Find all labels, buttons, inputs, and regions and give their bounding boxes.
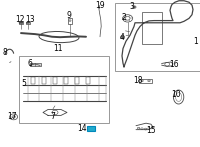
- Text: 12: 12: [15, 15, 24, 24]
- Text: 15: 15: [146, 126, 156, 135]
- Circle shape: [21, 22, 23, 24]
- Circle shape: [28, 22, 30, 23]
- Text: 9: 9: [67, 11, 71, 20]
- Text: 16: 16: [170, 60, 179, 69]
- Bar: [31, 77, 35, 84]
- Bar: [19, 22, 23, 24]
- Text: 13: 13: [25, 15, 34, 24]
- Text: 2: 2: [122, 13, 126, 22]
- Text: 8: 8: [2, 48, 7, 57]
- Bar: [64, 77, 68, 84]
- Bar: [53, 77, 57, 84]
- Circle shape: [26, 22, 28, 23]
- Bar: [30, 63, 41, 66]
- Text: 10: 10: [171, 90, 181, 99]
- Text: 7: 7: [51, 112, 55, 121]
- Bar: [139, 79, 152, 83]
- Bar: [42, 77, 46, 84]
- Text: 5: 5: [21, 78, 26, 88]
- Bar: [26, 22, 30, 24]
- Bar: [75, 77, 79, 84]
- Bar: [86, 77, 90, 84]
- Bar: [142, 12, 162, 44]
- Bar: [115, 3, 200, 71]
- Ellipse shape: [39, 31, 79, 43]
- Text: 1: 1: [193, 37, 198, 46]
- Text: 17: 17: [7, 112, 16, 121]
- Ellipse shape: [173, 90, 184, 104]
- Circle shape: [10, 114, 18, 120]
- Text: 6: 6: [27, 59, 32, 69]
- Bar: [68, 18, 72, 24]
- Circle shape: [19, 22, 21, 24]
- Text: 18: 18: [133, 76, 142, 85]
- Bar: [19, 56, 109, 123]
- Bar: [87, 126, 95, 131]
- Text: 4: 4: [119, 33, 124, 42]
- Text: 3: 3: [130, 2, 134, 11]
- Circle shape: [122, 36, 123, 38]
- Text: 14: 14: [77, 124, 86, 133]
- Text: 19: 19: [95, 1, 105, 10]
- Text: 11: 11: [53, 44, 63, 53]
